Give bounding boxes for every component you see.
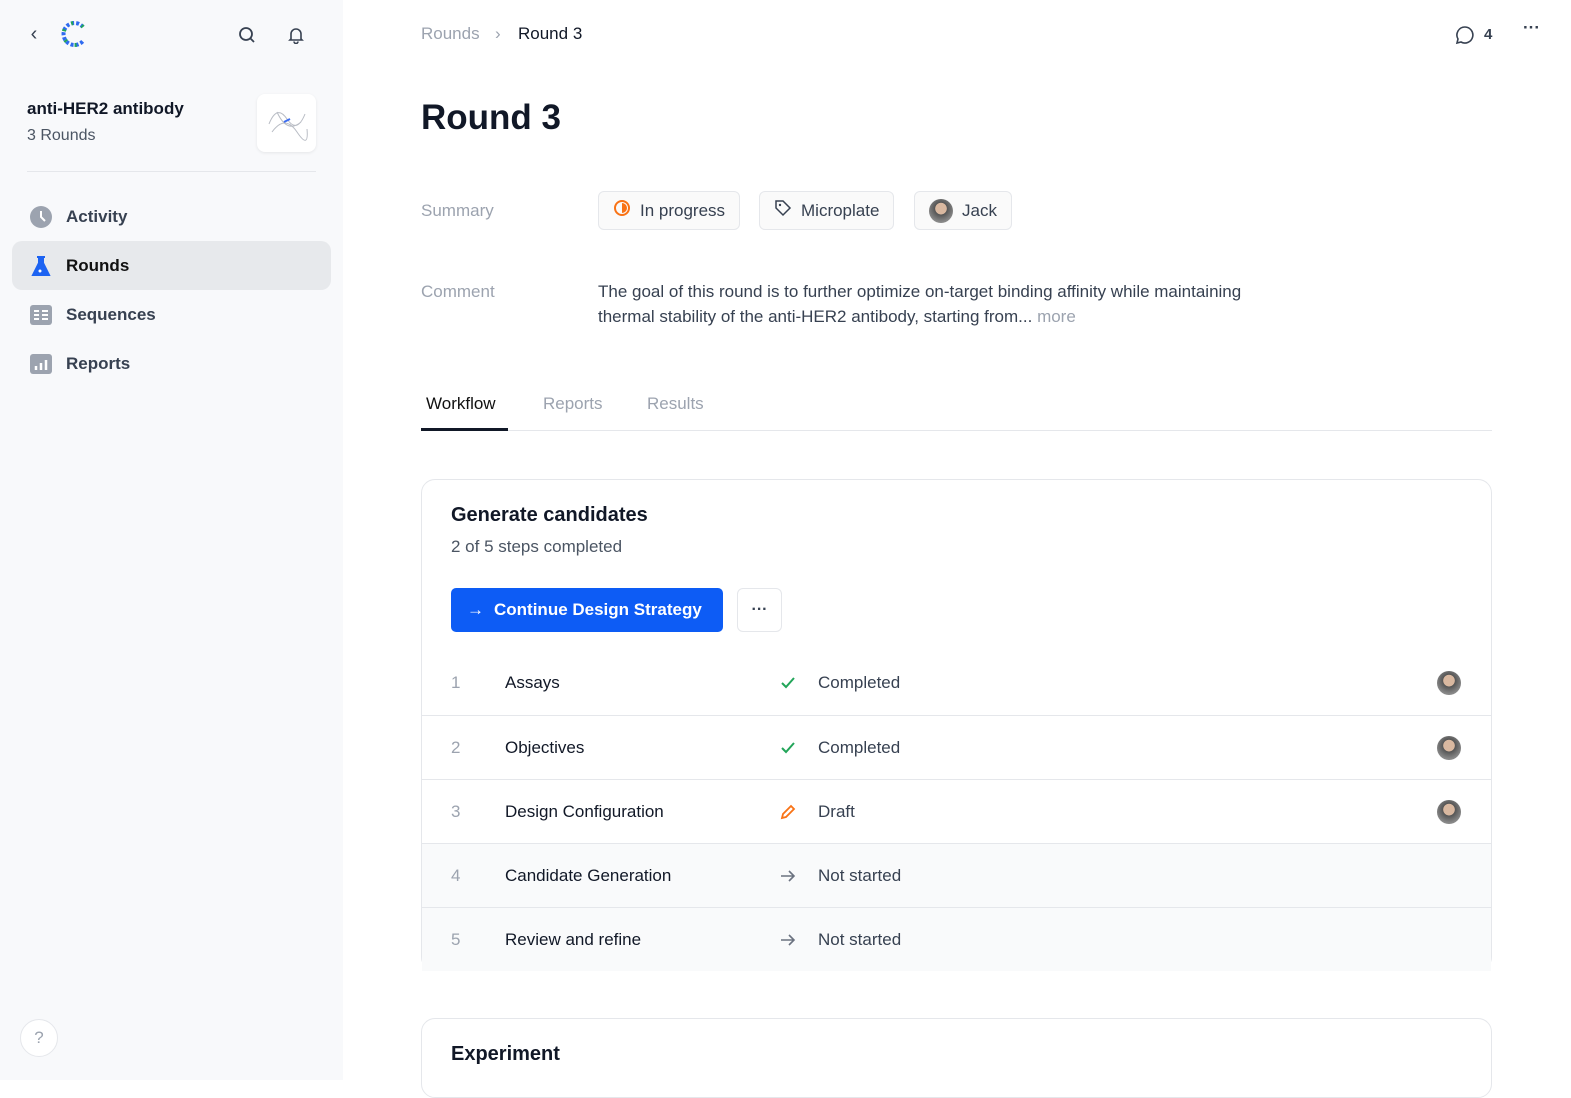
more-link[interactable]: more [1037, 306, 1076, 326]
project-title: anti-HER2 antibody [27, 99, 184, 118]
active-tab-indicator [421, 428, 508, 431]
summary-label: Summary [421, 201, 494, 220]
experiment-card [421, 1018, 1492, 1098]
check-icon [779, 674, 797, 692]
owner-name: Jack [962, 200, 997, 220]
step-name: Design Configuration [505, 801, 664, 821]
sidebar-divider [27, 171, 316, 172]
step-name: Review and refine [505, 929, 642, 949]
step-number: 5 [451, 929, 461, 949]
project-rounds-count: 3 Rounds [27, 127, 96, 144]
status-chip[interactable]: In progress [598, 191, 741, 230]
arrow-right-icon [779, 867, 797, 885]
experiment-title: Experiment [451, 1043, 560, 1065]
sidebar-item-label: Activity [66, 206, 128, 226]
workflow-title: Generate candidates [451, 504, 648, 526]
comment-icon[interactable] [1454, 24, 1476, 46]
button-label: Continue Design Strategy [494, 600, 702, 619]
sidebar-item-label: Sequences [66, 304, 156, 324]
table-icon [30, 304, 52, 326]
search-icon[interactable] [236, 24, 258, 46]
flask-icon [30, 255, 52, 277]
protein-structure-thumbnail [257, 94, 316, 152]
bell-icon[interactable] [285, 24, 307, 46]
sidebar: ‹ anti-HER2 antibody 3 Rounds Activity R… [0, 0, 343, 1080]
step-status: Draft [818, 801, 855, 821]
step-status: Not started [818, 929, 902, 949]
tabs-divider [421, 430, 1492, 431]
avatar [1437, 735, 1461, 760]
workflow-step-row[interactable]: 2 Objectives Completed [422, 715, 1491, 779]
workflow-step-row[interactable]: 1 Assays Completed [422, 651, 1491, 715]
comment-text: The goal of this round is to further opt… [598, 280, 1258, 329]
sidebar-item-label: Reports [66, 353, 131, 373]
tag-chip[interactable]: Microplate [759, 191, 895, 230]
workflow-step-row[interactable]: 5 Review and refine Not started [422, 907, 1491, 971]
owner-chip[interactable]: Jack [914, 191, 1012, 230]
continue-design-strategy-button[interactable]: → Continue Design Strategy [451, 588, 723, 632]
comment-label: Comment [421, 282, 495, 301]
sidebar-item-rounds[interactable]: Rounds [12, 241, 331, 290]
sidebar-item-reports[interactable]: Reports [12, 339, 331, 388]
logo-icon [58, 18, 90, 50]
avatar [1437, 799, 1461, 824]
bar-chart-icon [30, 353, 52, 375]
breadcrumb-current: Round 3 [518, 24, 583, 43]
help-button[interactable]: ? [20, 1019, 58, 1057]
comments-count[interactable]: 4 [1484, 26, 1493, 43]
step-status: Not started [818, 865, 902, 885]
arrow-right-icon [779, 931, 797, 949]
tab-reports[interactable]: Reports [543, 394, 603, 413]
step-status: Completed [818, 673, 901, 692]
workflow-step-row[interactable]: 3 Design Configuration Draft [422, 779, 1491, 843]
step-status: Completed [818, 737, 901, 757]
step-number: 1 [451, 673, 461, 692]
workflow-progress: 2 of 5 steps completed [451, 537, 623, 556]
tab-results[interactable]: Results [647, 394, 704, 413]
step-name: Objectives [505, 737, 585, 757]
page-title: Round 3 [421, 98, 561, 137]
tab-workflow[interactable]: Workflow [426, 394, 496, 413]
sidebar-item-activity[interactable]: Activity [12, 192, 331, 241]
avatar [929, 198, 953, 223]
in-progress-icon [613, 199, 631, 222]
sidebar-item-sequences[interactable]: Sequences [12, 290, 331, 339]
breadcrumb-rounds[interactable]: Rounds [421, 24, 480, 43]
workflow-more-button[interactable]: ··· [737, 588, 782, 632]
pencil-icon [779, 803, 797, 821]
tag-icon [774, 199, 792, 222]
arrow-right-icon: → [467, 600, 484, 619]
step-number: 4 [451, 865, 461, 885]
more-options-icon[interactable]: ··· [1523, 18, 1540, 37]
comment-body: The goal of this round is to further opt… [598, 282, 1242, 326]
step-name: Assays [505, 673, 560, 692]
sidebar-item-label: Rounds [66, 255, 130, 275]
tag-text: Microplate [801, 200, 880, 220]
breadcrumb-chevron-icon: › [495, 24, 501, 43]
step-name: Candidate Generation [505, 865, 672, 885]
back-chevron-icon[interactable]: ‹ [30, 22, 38, 45]
step-number: 3 [451, 801, 461, 821]
clock-icon [30, 205, 52, 228]
step-number: 2 [451, 737, 461, 757]
avatar [1437, 671, 1461, 695]
workflow-step-row[interactable]: 4 Candidate Generation Not started [422, 843, 1491, 907]
status-text: In progress [640, 200, 726, 220]
check-icon [779, 739, 797, 757]
